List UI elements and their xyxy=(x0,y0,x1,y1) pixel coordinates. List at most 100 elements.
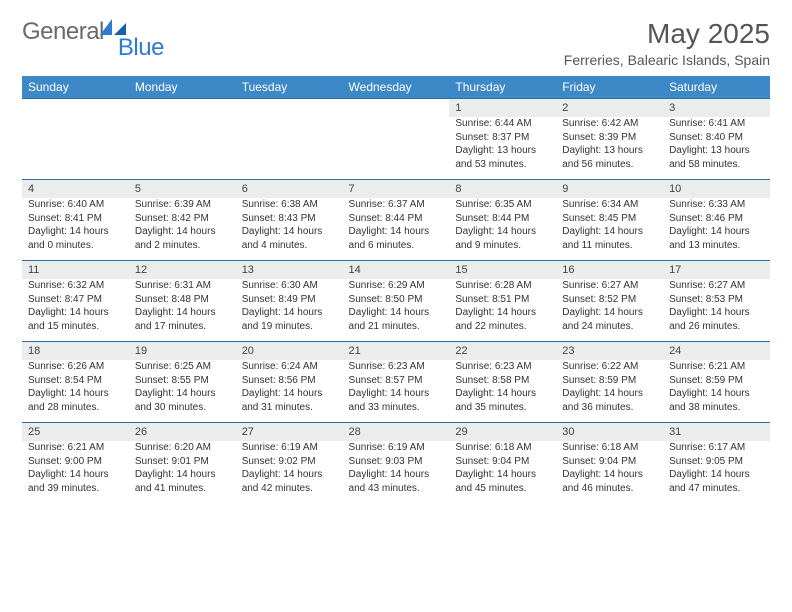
day-info-row: Sunrise: 6:40 AMSunset: 8:41 PMDaylight:… xyxy=(22,198,770,261)
day-number-row: 18192021222324 xyxy=(22,342,770,361)
day-info-cell: Sunrise: 6:23 AMSunset: 8:57 PMDaylight:… xyxy=(343,360,450,423)
daylight-text: Daylight: 13 hours and 53 minutes. xyxy=(455,144,550,171)
sunset-text: Sunset: 8:42 PM xyxy=(135,212,230,226)
day-number-cell: 22 xyxy=(449,342,556,361)
day-number-row: 45678910 xyxy=(22,180,770,199)
day-info: Sunrise: 6:18 AMSunset: 9:04 PMDaylight:… xyxy=(562,441,657,495)
day-info: Sunrise: 6:23 AMSunset: 8:57 PMDaylight:… xyxy=(349,360,444,414)
day-number-cell: 13 xyxy=(236,261,343,280)
day-info-cell: Sunrise: 6:24 AMSunset: 8:56 PMDaylight:… xyxy=(236,360,343,423)
sunset-text: Sunset: 8:59 PM xyxy=(669,374,764,388)
daylight-text: Daylight: 14 hours and 46 minutes. xyxy=(562,468,657,495)
weekday-header: Monday xyxy=(129,76,236,99)
day-info-cell: Sunrise: 6:32 AMSunset: 8:47 PMDaylight:… xyxy=(22,279,129,342)
day-number-cell: 3 xyxy=(663,99,770,118)
day-info-cell: Sunrise: 6:28 AMSunset: 8:51 PMDaylight:… xyxy=(449,279,556,342)
sunrise-text: Sunrise: 6:34 AM xyxy=(562,198,657,212)
daylight-text: Daylight: 14 hours and 4 minutes. xyxy=(242,225,337,252)
day-info: Sunrise: 6:24 AMSunset: 8:56 PMDaylight:… xyxy=(242,360,337,414)
day-info-cell: Sunrise: 6:37 AMSunset: 8:44 PMDaylight:… xyxy=(343,198,450,261)
day-info-cell: Sunrise: 6:27 AMSunset: 8:52 PMDaylight:… xyxy=(556,279,663,342)
day-number-cell: 15 xyxy=(449,261,556,280)
daylight-text: Daylight: 14 hours and 11 minutes. xyxy=(562,225,657,252)
daylight-text: Daylight: 14 hours and 42 minutes. xyxy=(242,468,337,495)
daylight-text: Daylight: 13 hours and 56 minutes. xyxy=(562,144,657,171)
day-number-cell: 1 xyxy=(449,99,556,118)
sunset-text: Sunset: 8:58 PM xyxy=(455,374,550,388)
calendar-table: Sunday Monday Tuesday Wednesday Thursday… xyxy=(22,76,770,503)
day-info: Sunrise: 6:20 AMSunset: 9:01 PMDaylight:… xyxy=(135,441,230,495)
sunset-text: Sunset: 9:01 PM xyxy=(135,455,230,469)
daylight-text: Daylight: 14 hours and 47 minutes. xyxy=(669,468,764,495)
sunset-text: Sunset: 8:54 PM xyxy=(28,374,123,388)
day-number-cell: 6 xyxy=(236,180,343,199)
daylight-text: Daylight: 14 hours and 2 minutes. xyxy=(135,225,230,252)
day-info-cell: Sunrise: 6:42 AMSunset: 8:39 PMDaylight:… xyxy=(556,117,663,180)
daylight-text: Daylight: 14 hours and 19 minutes. xyxy=(242,306,337,333)
daylight-text: Daylight: 14 hours and 22 minutes. xyxy=(455,306,550,333)
page-header: General Blue May 2025 Ferreries, Baleari… xyxy=(22,18,770,68)
day-info: Sunrise: 6:29 AMSunset: 8:50 PMDaylight:… xyxy=(349,279,444,333)
day-info-cell xyxy=(236,117,343,180)
sunset-text: Sunset: 9:04 PM xyxy=(455,455,550,469)
day-info: Sunrise: 6:19 AMSunset: 9:02 PMDaylight:… xyxy=(242,441,337,495)
day-number-cell: 25 xyxy=(22,423,129,442)
day-number-cell: 5 xyxy=(129,180,236,199)
day-info-cell: Sunrise: 6:17 AMSunset: 9:05 PMDaylight:… xyxy=(663,441,770,503)
day-info: Sunrise: 6:40 AMSunset: 8:41 PMDaylight:… xyxy=(28,198,123,252)
sunrise-text: Sunrise: 6:41 AM xyxy=(669,117,764,131)
sunrise-text: Sunrise: 6:44 AM xyxy=(455,117,550,131)
sunrise-text: Sunrise: 6:31 AM xyxy=(135,279,230,293)
day-number-cell: 7 xyxy=(343,180,450,199)
daylight-text: Daylight: 14 hours and 38 minutes. xyxy=(669,387,764,414)
sunrise-text: Sunrise: 6:23 AM xyxy=(349,360,444,374)
day-number-cell: 23 xyxy=(556,342,663,361)
sunrise-text: Sunrise: 6:28 AM xyxy=(455,279,550,293)
day-number-cell: 24 xyxy=(663,342,770,361)
day-number-cell: 17 xyxy=(663,261,770,280)
day-info-cell: Sunrise: 6:25 AMSunset: 8:55 PMDaylight:… xyxy=(129,360,236,423)
sunrise-text: Sunrise: 6:18 AM xyxy=(562,441,657,455)
sunset-text: Sunset: 8:50 PM xyxy=(349,293,444,307)
day-number-cell: 11 xyxy=(22,261,129,280)
day-info: Sunrise: 6:31 AMSunset: 8:48 PMDaylight:… xyxy=(135,279,230,333)
sunset-text: Sunset: 8:39 PM xyxy=(562,131,657,145)
day-info-cell: Sunrise: 6:19 AMSunset: 9:02 PMDaylight:… xyxy=(236,441,343,503)
sunset-text: Sunset: 8:56 PM xyxy=(242,374,337,388)
day-info-cell xyxy=(22,117,129,180)
day-number-cell: 18 xyxy=(22,342,129,361)
sunrise-text: Sunrise: 6:20 AM xyxy=(135,441,230,455)
weekday-header: Tuesday xyxy=(236,76,343,99)
day-info-cell: Sunrise: 6:35 AMSunset: 8:44 PMDaylight:… xyxy=(449,198,556,261)
day-info-cell: Sunrise: 6:31 AMSunset: 8:48 PMDaylight:… xyxy=(129,279,236,342)
daylight-text: Daylight: 14 hours and 43 minutes. xyxy=(349,468,444,495)
day-info-cell: Sunrise: 6:30 AMSunset: 8:49 PMDaylight:… xyxy=(236,279,343,342)
sunset-text: Sunset: 8:49 PM xyxy=(242,293,337,307)
daylight-text: Daylight: 14 hours and 31 minutes. xyxy=(242,387,337,414)
day-info-cell: Sunrise: 6:18 AMSunset: 9:04 PMDaylight:… xyxy=(556,441,663,503)
sunset-text: Sunset: 8:44 PM xyxy=(349,212,444,226)
day-info-cell: Sunrise: 6:29 AMSunset: 8:50 PMDaylight:… xyxy=(343,279,450,342)
day-info: Sunrise: 6:33 AMSunset: 8:46 PMDaylight:… xyxy=(669,198,764,252)
sunset-text: Sunset: 8:59 PM xyxy=(562,374,657,388)
sunset-text: Sunset: 8:44 PM xyxy=(455,212,550,226)
sunrise-text: Sunrise: 6:35 AM xyxy=(455,198,550,212)
day-info-cell xyxy=(129,117,236,180)
daylight-text: Daylight: 14 hours and 30 minutes. xyxy=(135,387,230,414)
weekday-header: Thursday xyxy=(449,76,556,99)
sunrise-text: Sunrise: 6:39 AM xyxy=(135,198,230,212)
sunrise-text: Sunrise: 6:23 AM xyxy=(455,360,550,374)
daylight-text: Daylight: 14 hours and 45 minutes. xyxy=(455,468,550,495)
sunrise-text: Sunrise: 6:37 AM xyxy=(349,198,444,212)
day-info-cell: Sunrise: 6:20 AMSunset: 9:01 PMDaylight:… xyxy=(129,441,236,503)
sunrise-text: Sunrise: 6:29 AM xyxy=(349,279,444,293)
sunset-text: Sunset: 9:04 PM xyxy=(562,455,657,469)
day-info: Sunrise: 6:35 AMSunset: 8:44 PMDaylight:… xyxy=(455,198,550,252)
sunrise-text: Sunrise: 6:21 AM xyxy=(669,360,764,374)
brand-part1: General xyxy=(22,18,104,46)
day-info-cell: Sunrise: 6:41 AMSunset: 8:40 PMDaylight:… xyxy=(663,117,770,180)
sunset-text: Sunset: 8:41 PM xyxy=(28,212,123,226)
sunrise-text: Sunrise: 6:24 AM xyxy=(242,360,337,374)
day-info-cell: Sunrise: 6:38 AMSunset: 8:43 PMDaylight:… xyxy=(236,198,343,261)
sunrise-text: Sunrise: 6:26 AM xyxy=(28,360,123,374)
